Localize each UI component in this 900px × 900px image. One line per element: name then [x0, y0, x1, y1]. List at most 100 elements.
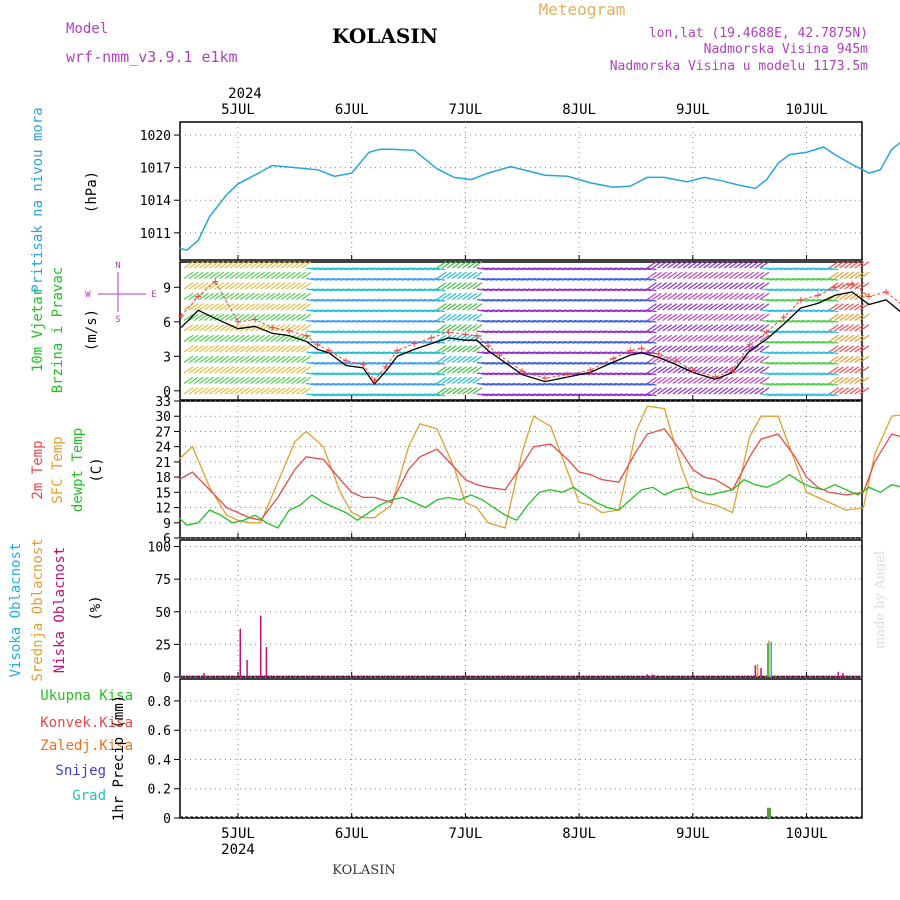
wind-barb [517, 340, 529, 344]
wind-barb [229, 324, 240, 332]
wind-barb [708, 303, 719, 311]
wind-barb [754, 313, 765, 321]
wind-barb [341, 351, 354, 355]
precip-ytick-label: 0.8 [148, 695, 171, 710]
wind-barb [311, 330, 323, 334]
wind-barb [652, 376, 662, 384]
wind-barb [486, 298, 498, 302]
wind-barb [486, 351, 498, 355]
wind-barb [754, 324, 765, 332]
wind-barb [512, 340, 524, 344]
wind-barb [589, 298, 601, 302]
wind-barb [640, 298, 652, 302]
wind-barb [827, 267, 839, 271]
wind-barb [467, 376, 478, 384]
wind-barb [672, 366, 683, 374]
wind-barb [609, 372, 621, 376]
cloud-unit: (%) [88, 595, 104, 620]
wind-barb [434, 319, 446, 323]
wind-barb [723, 292, 734, 300]
wind-barb [698, 345, 708, 353]
wind-barb [451, 355, 462, 363]
wind-barb [614, 382, 626, 386]
wind-barb [512, 288, 524, 292]
wind-barb [739, 366, 749, 374]
wind-barb [693, 387, 703, 395]
wind-barb [316, 351, 328, 355]
wind-barb [285, 334, 296, 342]
wind-barb [377, 340, 389, 344]
wind-barb [306, 351, 318, 355]
wind-barb [723, 355, 734, 363]
wind-barb [291, 376, 301, 384]
wind-barb [728, 292, 739, 300]
wind-barb [472, 387, 483, 395]
wind-barb [239, 303, 250, 311]
wind-barb [367, 340, 379, 344]
wind-barb [336, 330, 348, 334]
wind-barb [229, 303, 240, 311]
wind-barb [224, 271, 235, 279]
wind-barb [854, 303, 865, 311]
wind-barb [754, 366, 765, 374]
wind-barb [265, 292, 276, 300]
wind-barb [558, 309, 570, 313]
wind-barb [183, 387, 194, 395]
wind-barb [579, 382, 591, 386]
wind-barb [457, 345, 467, 353]
wind-barb [682, 376, 693, 384]
wind-barb [548, 351, 560, 355]
wind-barb [859, 334, 870, 342]
wind-barb [759, 376, 770, 384]
wind-barb [265, 334, 276, 342]
wind-barb [786, 319, 798, 323]
wind-barb [538, 372, 550, 376]
wind-barb [687, 324, 698, 332]
wind-barb [457, 303, 467, 311]
wind-barb [713, 303, 724, 311]
wind-barb [234, 292, 245, 300]
wind-barb [250, 292, 260, 300]
wind-barb [362, 267, 374, 271]
wind-barb [239, 376, 250, 384]
wind-barb [387, 319, 400, 323]
wind-barb [204, 313, 214, 321]
wind-barb [839, 366, 849, 374]
wind-barb [234, 303, 245, 311]
wind-barb [255, 334, 266, 342]
wind-barb [280, 366, 291, 374]
wind-barb [413, 382, 425, 386]
wind-barb [698, 324, 708, 332]
wind-barb [599, 309, 611, 313]
wind-barb [436, 366, 447, 374]
wind-barb [698, 261, 708, 269]
wind-barb [538, 393, 550, 397]
wind-barb [296, 334, 306, 342]
wind-barb [749, 303, 760, 311]
wind-barb [677, 313, 688, 321]
wind-barb [625, 288, 637, 292]
wind-barb [512, 351, 524, 355]
wind-barb [849, 355, 860, 363]
wind-barb [771, 372, 783, 376]
wind-barb [183, 313, 194, 321]
wind-barb [619, 277, 631, 281]
wind-barb [188, 282, 199, 290]
wind-barb [408, 330, 420, 334]
wind-barb [462, 282, 472, 290]
wind-barb [446, 313, 457, 321]
wind-barb [311, 288, 323, 292]
wind-barb [219, 387, 230, 395]
wind-barb [403, 267, 415, 271]
wind-barb [728, 345, 739, 353]
wind-barb [839, 261, 849, 269]
wind-barb [579, 340, 591, 344]
wind-barb [677, 303, 688, 311]
wind-barb [245, 292, 255, 300]
wind-barb [446, 376, 457, 384]
wind-barb [718, 261, 729, 269]
wind-barb [844, 376, 855, 384]
wind-barb [599, 277, 611, 281]
wind-barb [754, 292, 765, 300]
wind-barb [476, 330, 488, 334]
